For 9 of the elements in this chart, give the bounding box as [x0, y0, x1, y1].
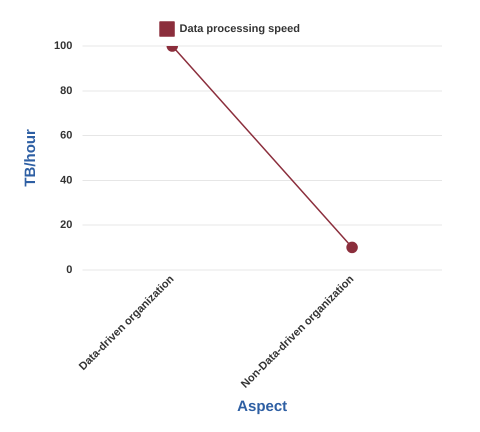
- y-tick-label: 20: [60, 219, 72, 232]
- y-tick-label: 0: [66, 264, 72, 276]
- y-axis-title: TB/hour: [22, 128, 40, 187]
- legend-label: Data processing speed: [180, 23, 300, 36]
- y-tick-label: 100: [54, 40, 72, 52]
- x-axis-title: Aspect: [237, 398, 288, 416]
- y-tick-label: 80: [60, 84, 72, 97]
- y-tick-label: 40: [60, 174, 72, 186]
- y-tick-label: 60: [60, 130, 72, 142]
